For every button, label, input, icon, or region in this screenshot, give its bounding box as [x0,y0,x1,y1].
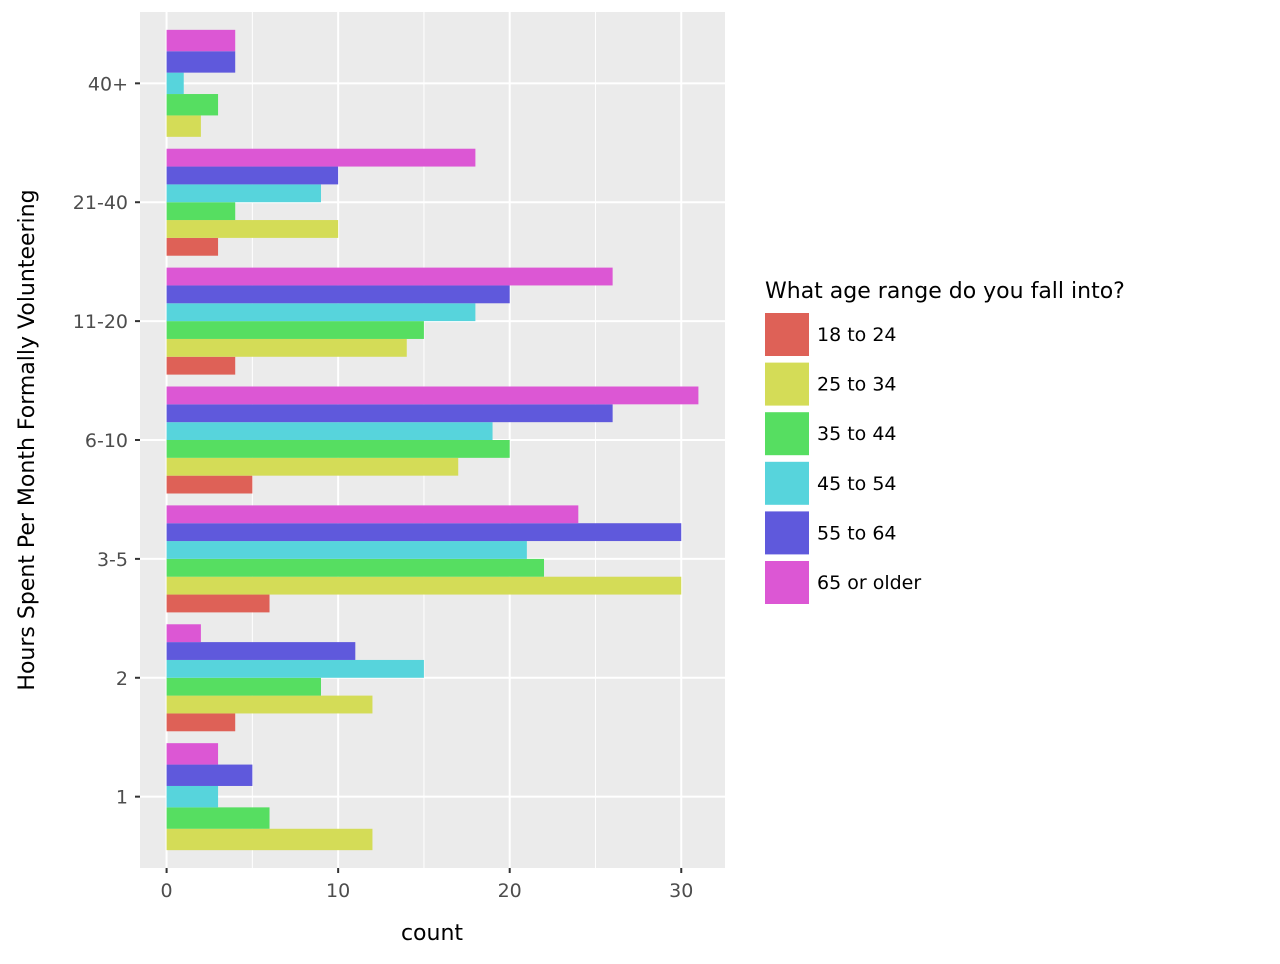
y-axis-title: Hours Spent Per Month Formally Volunteer… [15,189,40,690]
bar-25-to-34-2 [166,695,373,714]
x-axis: 0 10 20 30 [161,868,693,902]
bar-65-or-older-40+ [166,29,236,52]
bar-65-or-older-6-10 [166,386,699,405]
bar-45-to-54-2 [166,659,424,678]
bar-18-to-24-3-5 [166,594,270,613]
bar-35-to-44-3-5 [166,558,545,577]
bar-55-to-64-6-10 [166,404,613,423]
y-axis: 1 2 3-5 6-10 11-20 21-40 40+ [73,73,140,809]
legend-swatch [765,561,809,604]
x-tick-label: 10 [326,880,350,902]
bars [166,29,699,851]
bar-25-to-34-3-5 [166,576,682,595]
x-tick-label: 20 [498,880,522,902]
bar-18-to-24-2 [166,713,236,732]
y-tick-label: 21-40 [73,192,128,214]
legend-label: 35 to 44 [817,423,897,445]
bar-45-to-54-1 [166,785,219,808]
x-tick-label: 30 [669,880,693,902]
bar-25-to-34-1 [166,828,373,851]
y-tick-label: 11-20 [73,311,128,333]
bar-65-or-older-21-40 [166,148,476,167]
bar-45-to-54-40+ [166,72,184,95]
bar-65-or-older-3-5 [166,505,579,524]
legend-swatch [765,313,809,356]
bar-35-to-44-40+ [166,94,219,116]
bar-65-or-older-11-20 [166,267,613,286]
bar-65-or-older-2 [166,624,201,643]
legend-swatch [765,461,809,505]
legend-swatch [765,511,809,555]
bar-25-to-34-11-20 [166,338,407,357]
bar-18-to-24-21-40 [166,237,219,256]
bar-35-to-44-1 [166,807,270,829]
legend-label: 45 to 54 [817,473,897,495]
bar-45-to-54-3-5 [166,541,527,559]
bar-55-to-64-1 [166,764,253,786]
bar-25-to-34-6-10 [166,457,459,476]
legend-swatch [765,412,809,456]
bar-35-to-44-6-10 [166,440,510,458]
bar-25-to-34-21-40 [166,220,339,238]
bar-18-to-24-11-20 [166,356,236,375]
y-tick-label: 1 [116,787,128,809]
legend: What age range do you fall into? 18 to 2… [765,279,1125,604]
bar-65-or-older-1 [166,743,219,765]
bar-25-to-34-40+ [166,115,201,137]
legend-label: 18 to 24 [817,324,897,346]
legend-label: 65 or older [817,572,921,594]
bar-55-to-64-2 [166,642,356,660]
bar-35-to-44-21-40 [166,202,236,221]
y-tick-label: 40+ [88,73,128,95]
x-axis-title: count [401,921,463,946]
bar-35-to-44-2 [166,677,321,696]
legend-label: 55 to 64 [817,522,897,544]
bar-18-to-24-6-10 [166,475,253,494]
bar-55-to-64-11-20 [166,285,510,304]
bar-45-to-54-11-20 [166,303,476,322]
legend-label: 25 to 34 [817,374,897,396]
y-tick-label: 6-10 [85,430,128,452]
bar-55-to-64-21-40 [166,166,339,185]
bar-35-to-44-11-20 [166,321,424,339]
bar-55-to-64-40+ [166,51,236,73]
bar-45-to-54-21-40 [166,184,321,203]
y-tick-label: 2 [116,668,128,690]
x-tick-label: 0 [161,880,173,902]
y-tick-label: 3-5 [97,549,128,571]
legend-title: What age range do you fall into? [765,279,1125,304]
legend-swatch [765,362,809,406]
bar-45-to-54-6-10 [166,422,493,440]
bar-55-to-64-3-5 [166,523,682,542]
